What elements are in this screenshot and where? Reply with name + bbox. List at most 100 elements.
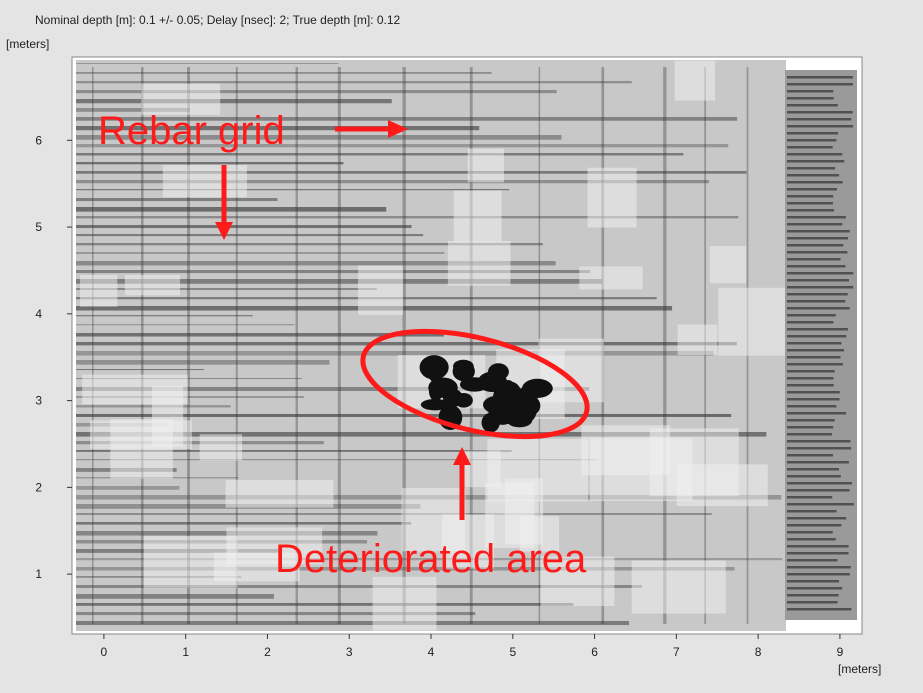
side-stripe xyxy=(787,468,839,471)
side-stripe xyxy=(787,328,848,331)
side-stripe xyxy=(787,559,837,562)
dark-blob xyxy=(420,355,449,379)
side-stripe xyxy=(787,447,851,450)
side-stripe xyxy=(787,398,840,401)
side-stripe xyxy=(787,531,833,534)
y-tick-label: 1 xyxy=(35,567,42,581)
texture-row xyxy=(76,234,423,236)
x-tick-label: 7 xyxy=(673,645,680,659)
side-stripe xyxy=(787,132,838,135)
texture-row xyxy=(76,486,179,490)
side-stripe xyxy=(787,363,843,366)
x-tick-label: 1 xyxy=(182,645,189,659)
side-stripe xyxy=(787,573,850,576)
side-stripe xyxy=(787,377,833,380)
side-stripe xyxy=(787,216,846,219)
dark-blob xyxy=(421,399,450,410)
texture-light xyxy=(80,275,117,307)
texture-row xyxy=(76,594,274,599)
texture-light xyxy=(588,168,637,228)
side-stripe xyxy=(787,272,853,275)
side-stripe xyxy=(787,580,839,583)
dark-blob xyxy=(453,361,475,381)
texture-row xyxy=(76,288,377,290)
side-stripe xyxy=(787,83,853,86)
side-stripe xyxy=(787,300,845,303)
side-stripe xyxy=(787,566,851,569)
texture-row xyxy=(76,162,344,164)
texture-light xyxy=(200,434,242,460)
side-stripe xyxy=(787,475,841,478)
texture-row xyxy=(76,360,330,365)
texture-row xyxy=(76,621,629,625)
side-stripe xyxy=(787,167,835,170)
x-tick-label: 5 xyxy=(509,645,516,659)
side-stripe xyxy=(787,608,851,611)
texture-light xyxy=(125,275,180,295)
dark-blob xyxy=(454,393,472,408)
texture-row xyxy=(76,369,204,370)
annotation: Rebar grid xyxy=(98,109,285,153)
side-stripe xyxy=(787,510,837,513)
x-tick-label: 4 xyxy=(428,645,435,659)
y-axis-label: [meters] xyxy=(6,37,49,51)
texture-light xyxy=(710,246,746,283)
side-stripe xyxy=(787,370,835,373)
texture-light xyxy=(373,577,437,631)
x-tick-label: 6 xyxy=(591,645,598,659)
side-stripe xyxy=(787,391,840,394)
side-stripe xyxy=(787,125,853,128)
texture-row xyxy=(76,270,590,273)
texture-light xyxy=(448,241,511,286)
dark-blob xyxy=(488,363,509,380)
side-stripe xyxy=(787,594,839,597)
y-tick-label: 2 xyxy=(35,480,42,494)
side-stripe xyxy=(787,146,833,149)
side-stripe xyxy=(787,517,846,520)
x-tick-label: 0 xyxy=(101,645,108,659)
dark-blob xyxy=(515,397,531,417)
side-stripe xyxy=(787,538,836,541)
side-stripe xyxy=(787,454,833,457)
texture-light xyxy=(505,478,543,544)
side-stripe xyxy=(787,237,848,240)
texture-row xyxy=(76,198,278,201)
texture-light xyxy=(590,438,693,501)
side-stripe xyxy=(787,76,853,79)
side-stripe xyxy=(787,440,850,443)
texture-light xyxy=(110,419,173,479)
texture-row xyxy=(76,342,737,345)
side-stripe xyxy=(787,587,842,590)
side-stripe xyxy=(787,433,832,436)
x-tick-label: 2 xyxy=(264,645,271,659)
side-stripe xyxy=(787,188,837,191)
side-stripe xyxy=(787,601,838,604)
y-tick-label: 3 xyxy=(35,394,42,408)
side-stripe xyxy=(787,524,841,527)
dark-blob xyxy=(482,413,500,433)
side-stripe xyxy=(787,412,846,415)
texture-light xyxy=(454,190,502,241)
texture-row xyxy=(76,153,683,155)
chart-title: Nominal depth [m]: 0.1 +/- 0.05; Delay [… xyxy=(35,13,401,27)
texture-row xyxy=(76,513,712,515)
texture-row xyxy=(76,99,392,103)
texture-col xyxy=(92,67,94,624)
side-stripe xyxy=(787,461,849,464)
x-axis-label: [meters] xyxy=(838,662,881,676)
texture-row xyxy=(76,603,573,606)
side-stripe xyxy=(787,482,852,485)
side-stripe xyxy=(787,503,854,506)
texture-row xyxy=(76,216,738,218)
side-stripe xyxy=(787,265,845,268)
texture-light xyxy=(226,480,334,508)
screen: Nominal depth [m]: 0.1 +/- 0.05; Delay [… xyxy=(0,0,923,693)
side-stripe xyxy=(787,342,841,345)
side-stripe xyxy=(787,139,836,142)
side-stripe xyxy=(787,426,833,429)
texture-light xyxy=(461,451,501,488)
side-stripe xyxy=(787,153,842,156)
side-stripe xyxy=(787,384,834,387)
side-stripe xyxy=(787,286,853,289)
side-stripe xyxy=(787,251,847,254)
